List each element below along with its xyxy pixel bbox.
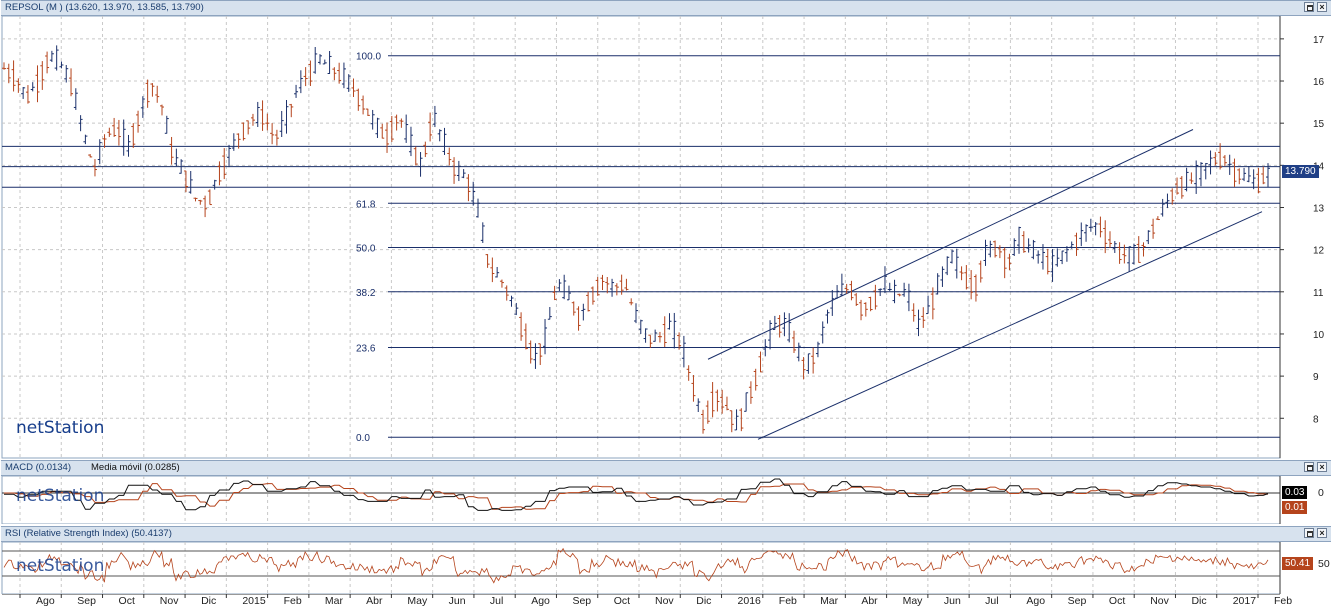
x-axis-tick-label: Feb bbox=[283, 595, 302, 607]
maximize-icon[interactable] bbox=[1304, 528, 1314, 538]
macd-panel-header: MACD (0.0134) Media móvil (0.0285) × bbox=[1, 460, 1331, 476]
x-axis-tick-label: Sep bbox=[77, 595, 96, 607]
x-axis-tick-label: Oct bbox=[1108, 595, 1126, 607]
last-price-badge: 13.790 bbox=[1282, 165, 1319, 178]
x-axis-tick-label: 2017 bbox=[1232, 595, 1257, 607]
x-axis-tick-label: Nov bbox=[159, 595, 179, 607]
maximize-icon[interactable] bbox=[1304, 462, 1314, 472]
price-y-tick-label: 10 bbox=[1313, 330, 1325, 341]
macd-signal-title: Media móvil (0.0285) bbox=[91, 462, 180, 473]
x-axis-tick-label: May bbox=[407, 595, 428, 607]
x-axis-tick-label: 2016 bbox=[737, 595, 761, 607]
x-axis-tick-label: Abr bbox=[366, 595, 383, 607]
macd-plot-area bbox=[1, 476, 1281, 524]
rsi-value-badge: 50.41 bbox=[1282, 557, 1314, 570]
macd-value-badge: 0.03 bbox=[1282, 486, 1308, 499]
maximize-icon[interactable] bbox=[1304, 2, 1314, 12]
x-axis-tick-label: Ago bbox=[36, 595, 55, 607]
x-axis-tick-label: Ago bbox=[1026, 595, 1046, 607]
close-icon[interactable]: × bbox=[1317, 462, 1327, 472]
netstation-logo-macd: netStation bbox=[16, 486, 104, 506]
rsi-panel-title: RSI (Relative Strength Index) (50.4137) bbox=[5, 528, 172, 539]
price-y-tick-label: 16 bbox=[1313, 77, 1325, 88]
x-axis-tick-label: Dic bbox=[1191, 595, 1207, 607]
x-axis-tick-label: Abr bbox=[861, 595, 878, 607]
x-axis-tick-label: Jun bbox=[943, 595, 961, 607]
fib-level-label: 100.0 bbox=[356, 52, 381, 63]
x-axis-tick-label: Nov bbox=[1150, 595, 1169, 607]
x-axis-tick-label: Oct bbox=[118, 595, 135, 607]
fib-level-label: 61.8 bbox=[356, 199, 376, 210]
macd-chart[interactable] bbox=[0, 476, 1332, 524]
rsi-axis-label: 50 bbox=[1318, 558, 1330, 570]
price-panel-header: REPSOL (M ) (13.620, 13.970, 13.585, 13.… bbox=[1, 0, 1331, 16]
rsi-panel-header: RSI (Relative Strength Index) (50.4137) … bbox=[1, 526, 1331, 542]
price-plot-area bbox=[1, 16, 1281, 459]
x-axis-tick-label: Nov bbox=[655, 595, 674, 607]
macd-panel-title: MACD (0.0134) bbox=[5, 462, 71, 473]
macd-axis-label: 0 bbox=[1318, 487, 1324, 499]
x-axis-tick-label: Feb bbox=[778, 595, 797, 607]
fib-level-label: 38.2 bbox=[356, 288, 376, 299]
x-axis-tick-label: Dic bbox=[201, 595, 217, 607]
fib-level-label: 23.6 bbox=[356, 343, 376, 354]
x-axis-tick-label: Feb bbox=[1274, 595, 1293, 607]
fib-level-label: 50.0 bbox=[356, 244, 376, 255]
rsi-chart[interactable] bbox=[0, 542, 1332, 594]
macd-signal-badge: 0.01 bbox=[1282, 501, 1308, 514]
x-axis-ticks bbox=[2, 594, 1280, 598]
netstation-logo-rsi: netStation bbox=[16, 556, 104, 576]
rsi-line bbox=[3, 547, 1269, 584]
price-y-tick-label: 9 bbox=[1313, 372, 1319, 383]
x-axis-tick-label: Jul bbox=[985, 595, 999, 607]
x-axis-tick-label: May bbox=[902, 595, 923, 607]
x-axis-tick-label: Ago bbox=[531, 595, 550, 607]
price-y-tick-label: 15 bbox=[1313, 119, 1325, 130]
price-y-tick-label: 8 bbox=[1313, 414, 1319, 425]
x-axis-tick-label: 2015 bbox=[242, 595, 266, 607]
fib-level-label: 0.0 bbox=[356, 433, 370, 444]
logo-text: netStation bbox=[16, 556, 105, 576]
x-axis-tick-label: Jun bbox=[448, 595, 466, 607]
price-y-tick-label: 14 bbox=[1313, 161, 1325, 172]
close-icon[interactable]: × bbox=[1317, 2, 1327, 12]
macd-line bbox=[4, 478, 1269, 511]
netstation-logo: netStation bbox=[16, 418, 104, 438]
x-axis-tick-label: Sep bbox=[1067, 595, 1087, 607]
price-y-tick-label: 12 bbox=[1313, 246, 1325, 257]
x-axis-tick-label: Sep bbox=[572, 595, 592, 607]
x-axis-tick-label: Dic bbox=[696, 595, 712, 607]
price-chart[interactable]: 8 9 10 11 12 13 14 15 16 17 100.0 61.8 50.0 38.2 23.6 0… bbox=[0, 16, 1332, 461]
x-axis-tick-label: Oct bbox=[613, 595, 631, 607]
logo-text: netStation bbox=[16, 486, 105, 506]
price-y-tick-label: 11 bbox=[1313, 288, 1324, 299]
logo-text: netStation bbox=[16, 418, 105, 438]
channel-lower-line bbox=[757, 211, 1263, 440]
close-icon[interactable]: × bbox=[1317, 528, 1327, 538]
price-y-tick-label: 13 bbox=[1313, 203, 1325, 214]
x-axis-tick-label: Mar bbox=[820, 595, 839, 607]
price-y-tick-label: 17 bbox=[1313, 35, 1325, 46]
x-axis-tick-label: Mar bbox=[324, 595, 343, 607]
price-panel-title: REPSOL (M ) (13.620, 13.970, 13.585, 13.… bbox=[5, 2, 204, 13]
x-axis-tick-label: Jul bbox=[489, 595, 504, 607]
